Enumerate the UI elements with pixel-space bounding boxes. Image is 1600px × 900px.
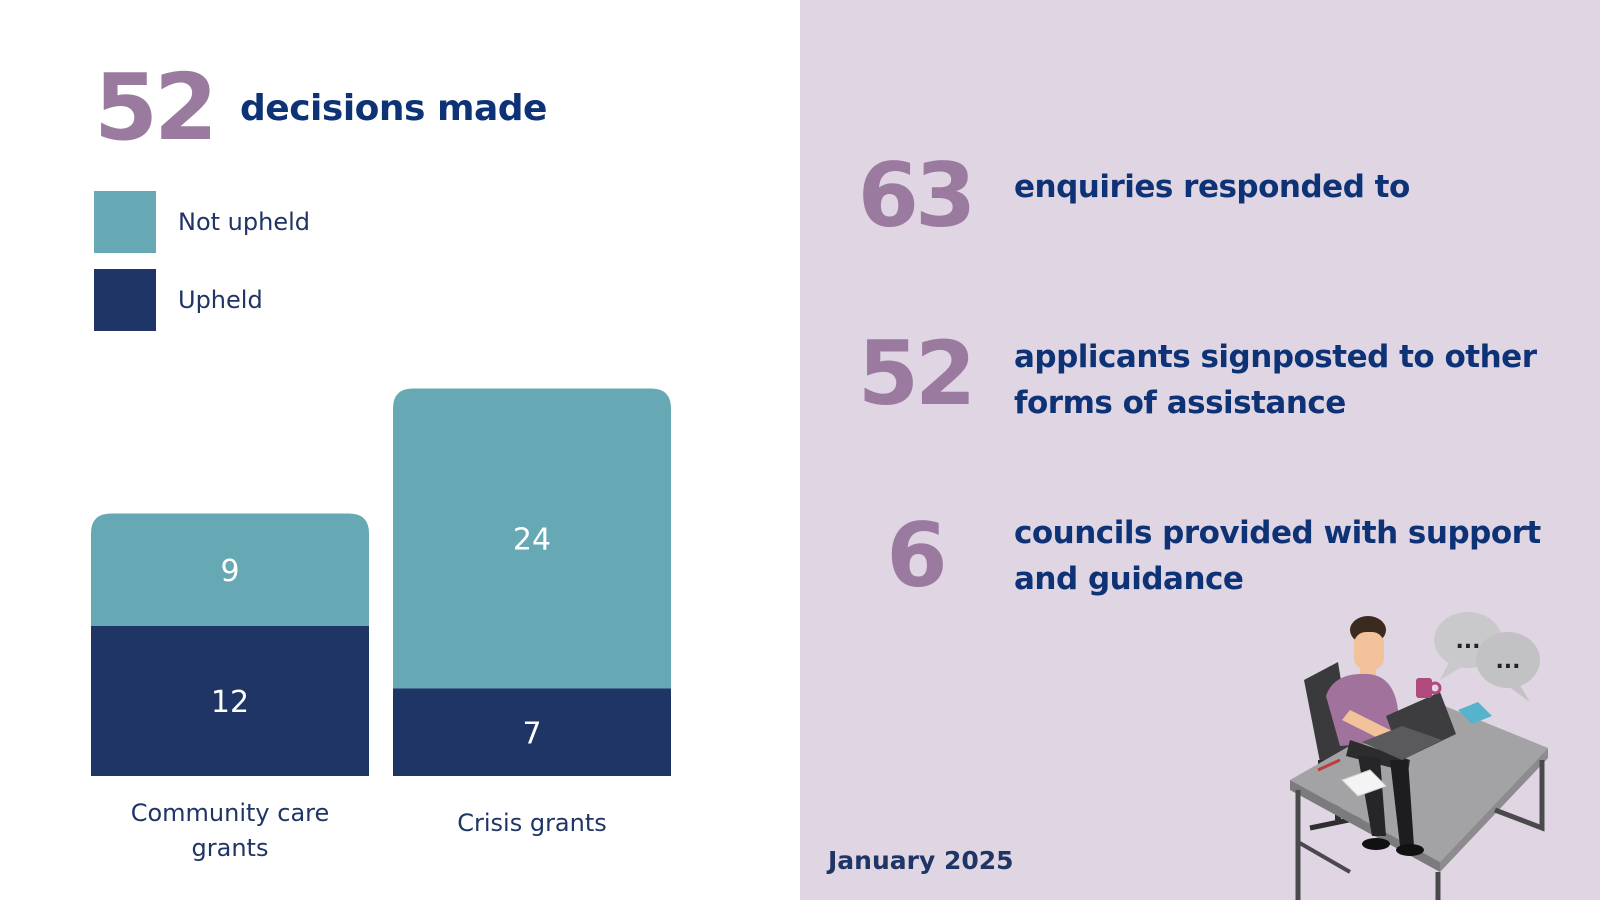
legend-item-upheld: Upheld (94, 269, 310, 331)
bar-community-care-grants-upheld (91, 626, 369, 776)
bar-community-care-grants-not-upheld (91, 513, 369, 626)
speech-bubble-text-2: ... (1495, 649, 1520, 674)
legend-swatch-not-upheld (94, 191, 156, 253)
category-label-community-care-grants: Community care grants (130, 799, 330, 862)
legend-swatch-upheld (94, 269, 156, 331)
bar-value-community-care-grants-not-upheld: 9 (220, 554, 239, 589)
bar-value-crisis-grants-not-upheld: 24 (513, 523, 551, 558)
bar-value-crisis-grants-upheld: 7 (522, 716, 541, 751)
stat-councils-label: councils provided with support and guida… (1014, 515, 1541, 597)
category-label-crisis-grants: Crisis grants (457, 809, 607, 837)
bar-crisis-grants-upheld (393, 688, 671, 776)
stat-enquiries-number: 63 (857, 144, 976, 247)
stat-enquiries: 63 enquiries responded to (800, 144, 1600, 247)
legend-label-not-upheld: Not upheld (178, 208, 310, 236)
chart-legend: Not upheld Upheld (94, 191, 310, 347)
stat-signposted: 52 applicants signposted to other forms … (800, 330, 1600, 430)
stat-enquiries-label: enquiries responded to (1014, 169, 1410, 205)
stacked-bar-chart: 12 9 7 24 (91, 388, 671, 776)
stat-signposted-number: 52 (857, 322, 976, 425)
decisions-count: 52 (94, 54, 218, 161)
decisions-headline: 52 decisions made (94, 62, 547, 154)
bar-value-community-care-grants-upheld: 12 (211, 685, 249, 720)
stat-councils: 6 councils provided with support and gui… (800, 510, 1600, 610)
bar-crisis-grants-not-upheld (393, 388, 671, 689)
stat-councils-number: 6 (886, 504, 947, 607)
legend-label-upheld: Upheld (178, 286, 263, 314)
report-date: January 2025 (828, 846, 1014, 875)
legend-item-not-upheld: Not upheld (94, 191, 310, 253)
person-at-desk-with-speech-bubbles-icon: ... ... (1290, 612, 1548, 900)
decisions-label: decisions made (240, 87, 547, 129)
speech-bubble-text-1: ... (1455, 629, 1480, 654)
stat-signposted-label: applicants signposted to other forms of … (1014, 339, 1537, 421)
